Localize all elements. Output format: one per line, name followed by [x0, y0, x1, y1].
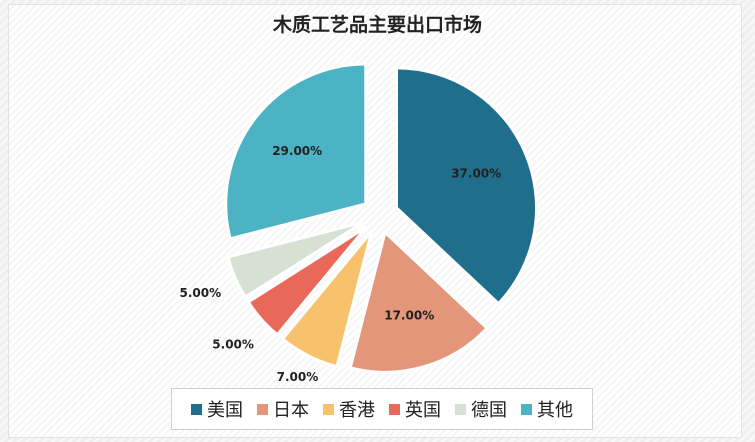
pie-data-label: 37.00% [451, 166, 501, 180]
pie-slice-2 [280, 230, 374, 369]
legend-item: 日本 [257, 396, 309, 422]
legend-label: 其他 [537, 400, 573, 421]
legend-swatch [191, 403, 202, 415]
pie-slice-1 [348, 229, 490, 374]
pie-slice-0 [395, 66, 539, 306]
legend-label: 香港 [339, 400, 375, 421]
chart-legend: 美国 日本 香港 英国 德国 其他 [171, 388, 593, 430]
legend-label: 美国 [207, 400, 243, 421]
pie-slice-5 [224, 62, 368, 241]
legend-item: 其他 [521, 396, 573, 422]
chart-title: 木质工艺品主要出口市场 [272, 14, 482, 36]
legend-item: 美国 [191, 396, 243, 422]
legend-item: 香港 [323, 396, 375, 422]
legend-swatch [521, 403, 532, 415]
legend-label: 英国 [405, 400, 441, 421]
legend-item: 德国 [455, 396, 507, 422]
legend-label: 日本 [273, 400, 309, 421]
pie-slice-3 [246, 225, 368, 337]
pie-data-label: 5.00% [212, 337, 254, 351]
pie-data-label: 5.00% [179, 286, 221, 300]
legend-label: 德国 [471, 400, 507, 421]
pie-data-label: 7.00% [277, 370, 319, 384]
legend-swatch [455, 403, 466, 415]
pie-data-label: 29.00% [272, 144, 322, 158]
legend-swatch [257, 403, 268, 415]
legend-item: 英国 [389, 396, 441, 422]
pie-slice-4 [226, 220, 365, 300]
legend-swatch [323, 403, 334, 415]
pie-data-label: 17.00% [384, 309, 434, 323]
legend-swatch [389, 403, 400, 415]
